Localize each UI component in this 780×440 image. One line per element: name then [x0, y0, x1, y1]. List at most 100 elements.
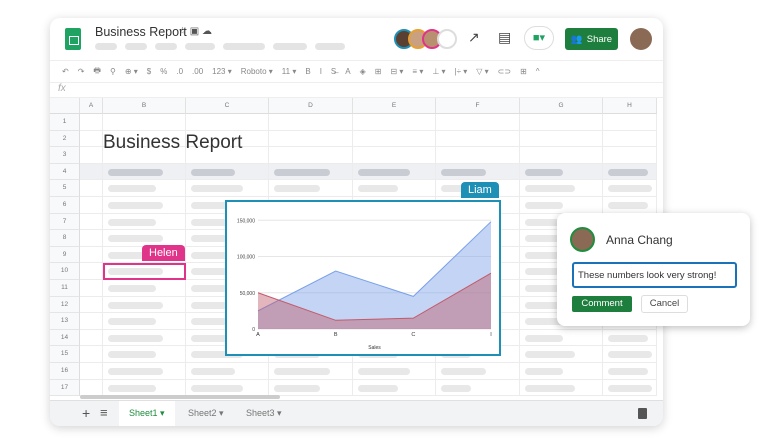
- row-header[interactable]: 13: [50, 313, 80, 330]
- formula-bar[interactable]: fx: [50, 82, 663, 98]
- row-header[interactable]: 5: [50, 180, 80, 197]
- selected-cell-b10[interactable]: [103, 263, 186, 280]
- area-chart[interactable]: 0 50,000 100,000 150,000 A B C I Sales: [225, 200, 501, 356]
- toolbar-button[interactable]: I: [319, 67, 322, 76]
- toolbar-button[interactable]: %: [160, 67, 168, 76]
- toolbar-button[interactable]: 🖶: [93, 65, 101, 75]
- cell[interactable]: [269, 379, 353, 397]
- toolbar-button[interactable]: B: [305, 67, 311, 76]
- cell[interactable]: [603, 114, 657, 131]
- row-header[interactable]: 12: [50, 296, 80, 314]
- sheet-title-cell[interactable]: Business Report: [103, 132, 243, 153]
- cell[interactable]: [603, 147, 657, 164]
- row-header[interactable]: 11: [50, 280, 80, 297]
- cell[interactable]: [436, 130, 520, 148]
- cell[interactable]: [436, 363, 520, 380]
- cancel-button[interactable]: Cancel: [641, 295, 688, 313]
- star-folder-cloud-icons[interactable]: ☆ ▣ ☁: [178, 26, 212, 37]
- cell[interactable]: [103, 147, 186, 164]
- row-header[interactable]: 3: [50, 147, 80, 164]
- row-header[interactable]: 7: [50, 213, 80, 231]
- tab-sheet2[interactable]: Sheet2 ▾: [188, 408, 224, 418]
- cell[interactable]: [103, 114, 186, 131]
- column-header[interactable]: C: [186, 98, 269, 114]
- cell[interactable]: [603, 379, 657, 397]
- user-avatar[interactable]: [630, 28, 652, 50]
- cell[interactable]: [520, 329, 603, 347]
- toolbar-button[interactable]: ▽ ▾: [476, 67, 489, 76]
- toolbar-button[interactable]: A: [345, 67, 351, 76]
- trend-icon[interactable]: ↗: [468, 29, 480, 45]
- cell[interactable]: [103, 313, 186, 330]
- share-button[interactable]: 👥 Share: [565, 28, 618, 50]
- cell[interactable]: [186, 130, 269, 148]
- row-header[interactable]: 17: [50, 379, 80, 397]
- cell[interactable]: [186, 180, 269, 197]
- row-header[interactable]: 1: [50, 114, 80, 131]
- row-header[interactable]: 14: [50, 329, 80, 347]
- meet-icon[interactable]: ■▾: [524, 26, 554, 50]
- row-header[interactable]: 9: [50, 246, 80, 264]
- cell[interactable]: [80, 346, 103, 363]
- cell[interactable]: [269, 114, 353, 131]
- cell[interactable]: [103, 346, 186, 363]
- cell[interactable]: [520, 346, 603, 363]
- column-header[interactable]: D: [269, 98, 353, 114]
- toolbar-button[interactable]: ⊂⊃: [497, 67, 512, 76]
- column-header[interactable]: B: [103, 98, 186, 114]
- tab-sheet3[interactable]: Sheet3 ▾: [246, 408, 282, 418]
- toolbar-button[interactable]: ⊥ ▾: [432, 67, 446, 76]
- cell[interactable]: [80, 230, 103, 247]
- cell[interactable]: [603, 346, 657, 363]
- tab-sheet1[interactable]: Sheet1 ▾: [119, 401, 175, 426]
- cell[interactable]: [80, 213, 103, 231]
- cell[interactable]: [80, 313, 103, 330]
- cell[interactable]: [103, 180, 186, 197]
- cell[interactable]: [103, 197, 186, 214]
- cell[interactable]: [436, 147, 520, 164]
- cell[interactable]: [436, 346, 520, 363]
- cell[interactable]: [520, 130, 603, 148]
- cell[interactable]: [80, 114, 103, 131]
- cell[interactable]: [269, 363, 353, 380]
- explore-icon[interactable]: [638, 408, 647, 419]
- cell[interactable]: [353, 379, 436, 397]
- cell[interactable]: [186, 114, 269, 131]
- doc-title[interactable]: Business Report: [95, 25, 187, 39]
- cell[interactable]: [186, 363, 269, 380]
- row-header[interactable]: 4: [50, 163, 80, 181]
- cell[interactable]: [80, 263, 103, 280]
- cell[interactable]: [353, 114, 436, 131]
- menu-bar[interactable]: [95, 43, 345, 50]
- cell[interactable]: [436, 114, 520, 131]
- cell[interactable]: [80, 246, 103, 264]
- cell[interactable]: [103, 213, 186, 231]
- row-header[interactable]: 2: [50, 130, 80, 148]
- comment-button[interactable]: Comment: [572, 296, 632, 312]
- add-sheet-button[interactable]: +: [82, 405, 91, 421]
- cell[interactable]: [353, 147, 436, 164]
- cell[interactable]: [103, 296, 186, 314]
- cell[interactable]: [520, 363, 603, 380]
- horizontal-scrollbar[interactable]: [80, 395, 280, 399]
- all-sheets-button[interactable]: ≡: [100, 405, 108, 420]
- cell[interactable]: [186, 147, 269, 164]
- row-header[interactable]: 6: [50, 197, 80, 214]
- cell[interactable]: [603, 329, 657, 347]
- comments-icon[interactable]: ▤: [498, 29, 512, 45]
- toolbar-button[interactable]: ⚲: [109, 67, 116, 76]
- toolbar-button[interactable]: ↶: [62, 67, 69, 76]
- toolbar-button[interactable]: .00: [192, 67, 204, 76]
- toolbar-button[interactable]: ◈: [359, 67, 366, 76]
- cell[interactable]: [269, 130, 353, 148]
- column-header[interactable]: E: [353, 98, 436, 114]
- toolbar-button[interactable]: .0: [176, 67, 184, 76]
- cell[interactable]: [103, 246, 186, 264]
- cell[interactable]: [80, 280, 103, 297]
- cell[interactable]: [103, 280, 186, 297]
- cell[interactable]: [80, 130, 103, 148]
- toolbar-button[interactable]: ⊕ ▾: [124, 67, 138, 76]
- cell[interactable]: [80, 379, 103, 397]
- row-header[interactable]: 16: [50, 363, 80, 380]
- toolbar-button[interactable]: S̶: [330, 67, 337, 76]
